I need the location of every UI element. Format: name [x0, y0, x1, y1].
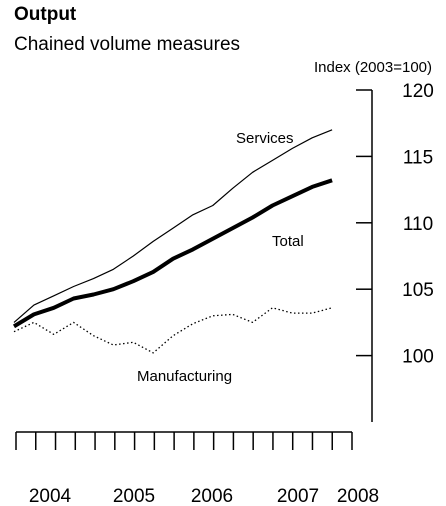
- x-tick-label: 2004: [29, 486, 72, 506]
- series-line-manufacturing: [13, 307, 333, 354]
- y-axis: 100 105 110 115 120: [356, 81, 434, 422]
- y-tick-label: 115: [403, 147, 433, 168]
- chart-title: Output: [14, 4, 77, 25]
- y-tick-label: 120: [402, 81, 434, 102]
- series-label-total: Total: [272, 233, 304, 250]
- x-axis: 2004 2005 2006 2007 2008: [15, 431, 379, 506]
- x-tick-label: 2007: [277, 486, 319, 506]
- y-tick-label: 100: [402, 347, 434, 368]
- y-tick-label: 110: [403, 214, 433, 235]
- series-line-services: [13, 129, 333, 323]
- x-tick-label: 2005: [113, 486, 155, 506]
- series-group: Services Total Manufacturing: [12, 129, 333, 385]
- chart-subtitle: Chained volume measures: [14, 34, 241, 55]
- series-label-manufacturing: Manufacturing: [137, 368, 232, 385]
- y-tick-label: 105: [402, 280, 434, 301]
- x-tick-label: 2008: [337, 486, 379, 506]
- series-label-services: Services: [236, 130, 294, 147]
- y-axis-label: Index (2003=100): [314, 59, 432, 76]
- series-line-total: [12, 178, 333, 329]
- x-tick-label: 2006: [191, 486, 233, 506]
